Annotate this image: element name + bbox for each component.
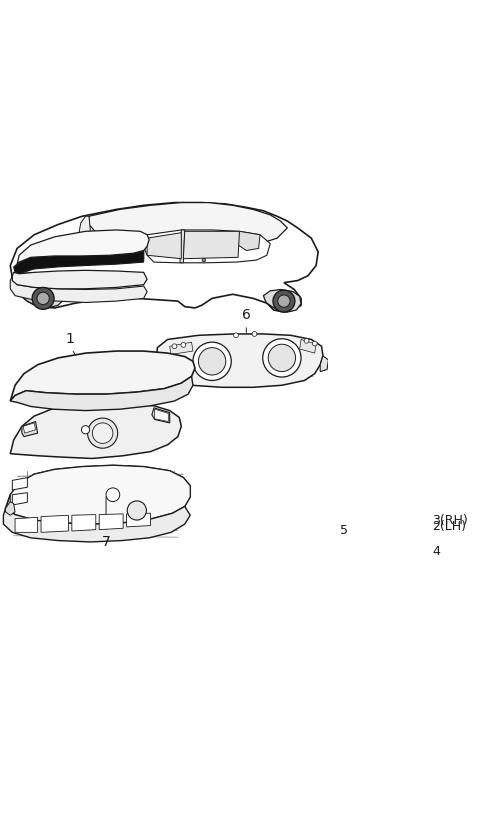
Polygon shape: [127, 513, 151, 526]
Polygon shape: [23, 423, 36, 433]
Circle shape: [172, 344, 177, 349]
Polygon shape: [156, 334, 323, 387]
Polygon shape: [320, 356, 328, 372]
Text: 7: 7: [102, 535, 110, 549]
Polygon shape: [147, 360, 159, 377]
Circle shape: [82, 425, 90, 434]
Polygon shape: [5, 465, 190, 524]
Polygon shape: [10, 403, 181, 459]
Polygon shape: [15, 518, 37, 532]
Circle shape: [127, 501, 146, 520]
Polygon shape: [169, 342, 193, 355]
Circle shape: [106, 488, 120, 501]
Polygon shape: [5, 501, 15, 515]
Polygon shape: [300, 339, 316, 353]
Polygon shape: [22, 421, 37, 437]
Polygon shape: [89, 203, 288, 248]
Polygon shape: [72, 514, 96, 531]
Polygon shape: [79, 216, 90, 240]
Polygon shape: [10, 465, 190, 524]
Circle shape: [268, 344, 296, 372]
Circle shape: [32, 288, 54, 310]
Polygon shape: [85, 224, 144, 258]
Circle shape: [273, 290, 295, 312]
Circle shape: [304, 338, 309, 343]
Text: 1: 1: [65, 333, 74, 346]
Circle shape: [387, 548, 392, 553]
Text: 3(RH): 3(RH): [432, 513, 468, 526]
Polygon shape: [144, 230, 270, 262]
Circle shape: [37, 293, 49, 305]
Polygon shape: [155, 409, 168, 421]
Circle shape: [312, 341, 317, 346]
Text: 5: 5: [339, 525, 348, 538]
Circle shape: [234, 333, 239, 337]
Circle shape: [181, 342, 186, 347]
Circle shape: [418, 522, 423, 528]
Polygon shape: [183, 231, 240, 258]
Polygon shape: [17, 230, 149, 264]
Text: 4: 4: [432, 545, 440, 558]
Polygon shape: [152, 408, 169, 423]
Circle shape: [407, 521, 412, 526]
Polygon shape: [361, 516, 426, 534]
Polygon shape: [10, 275, 147, 302]
Polygon shape: [12, 271, 147, 289]
Polygon shape: [12, 493, 27, 505]
Polygon shape: [19, 286, 65, 308]
Circle shape: [193, 342, 231, 381]
Circle shape: [198, 348, 226, 375]
Polygon shape: [10, 203, 318, 312]
Polygon shape: [12, 478, 27, 490]
Polygon shape: [264, 289, 301, 312]
Polygon shape: [99, 514, 123, 530]
Circle shape: [87, 418, 118, 448]
Text: 2(LH): 2(LH): [432, 521, 467, 533]
Polygon shape: [10, 351, 195, 401]
Polygon shape: [14, 244, 144, 274]
Polygon shape: [41, 515, 69, 532]
Polygon shape: [3, 506, 190, 542]
Circle shape: [354, 504, 359, 510]
Polygon shape: [180, 230, 185, 262]
Polygon shape: [10, 377, 193, 411]
Circle shape: [370, 522, 376, 528]
Circle shape: [92, 423, 113, 443]
Circle shape: [252, 332, 257, 337]
Circle shape: [387, 521, 393, 526]
Circle shape: [263, 339, 301, 377]
Circle shape: [278, 295, 290, 307]
Polygon shape: [238, 231, 260, 250]
Circle shape: [202, 258, 205, 262]
Text: 6: 6: [242, 308, 251, 322]
Polygon shape: [147, 233, 181, 258]
